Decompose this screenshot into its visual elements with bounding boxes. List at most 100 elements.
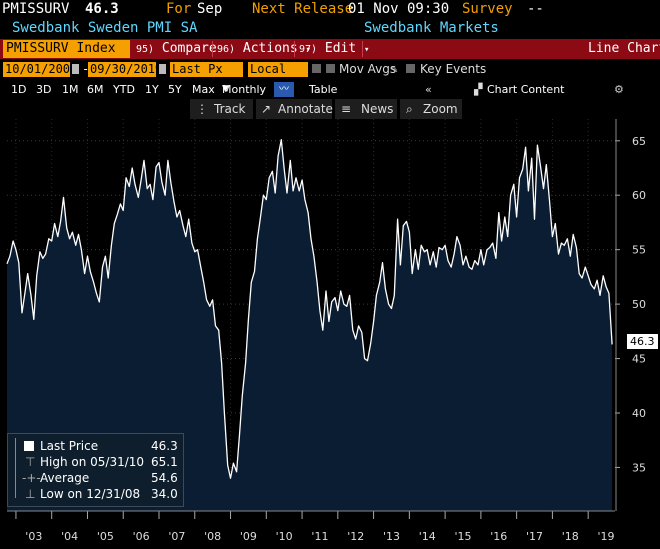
x-tick-label: '03 xyxy=(25,530,42,543)
x-tick-label: '10 xyxy=(276,530,293,543)
security-field[interactable]: PMISSURV Index xyxy=(3,40,130,58)
range-1y[interactable]: 1Y xyxy=(145,83,159,96)
pencil-icon[interactable]: ✎ xyxy=(391,63,398,76)
low-marker-icon: ⊥ xyxy=(25,487,36,501)
legend-low: ⊥ Low on 12/31/08 34.0 xyxy=(25,487,178,501)
security-header: PMISSURV 46.3 For Sep Next Release 01 No… xyxy=(0,0,660,18)
security-description-row: Swedbank Sweden PMI SA Swedbank Markets xyxy=(0,19,660,37)
y-tick-label: 50 xyxy=(632,298,646,311)
x-tick-label: '09 xyxy=(240,530,257,543)
y-tick-label: 35 xyxy=(632,461,646,474)
date-separator: - xyxy=(82,62,90,76)
legend-bracket xyxy=(15,438,16,498)
x-tick-label: '16 xyxy=(490,530,507,543)
survey-value: -- xyxy=(527,1,544,17)
legend-average: -+- Average 54.6 xyxy=(22,471,178,485)
next-release-value: 01 Nov 09:30 xyxy=(348,1,450,17)
x-tick-label: '18 xyxy=(562,530,579,543)
x-tick-label: '07 xyxy=(168,530,185,543)
x-axis: '03 '04 '05 '06 '07 '08 '09 '10 '11 '12 '13 '14 '15 '… xyxy=(7,510,615,543)
line-chart-icon[interactable]: 〰 xyxy=(274,82,294,97)
range-1m[interactable]: 1M xyxy=(62,83,79,96)
period-dropdown-icon: ▼ xyxy=(222,84,229,94)
security-description: Swedbank Sweden PMI SA xyxy=(12,20,198,36)
collapse-icon[interactable]: « xyxy=(425,83,432,96)
y-tick-label: 65 xyxy=(632,135,646,148)
y-tick-label: 40 xyxy=(632,407,646,420)
actions-button[interactable]: 96) Actions ▾ xyxy=(217,41,311,56)
range-3d[interactable]: 3D xyxy=(36,83,52,96)
y-tick-label: 45 xyxy=(632,353,646,366)
x-tick-label: '15 xyxy=(454,530,471,543)
chart-tools-row: ⋮ Track ↗ Annotate ≡ News ⌕ Zoom xyxy=(0,99,660,119)
range-5y[interactable]: 5Y xyxy=(168,83,182,96)
survey-label: Survey xyxy=(462,1,513,17)
legend-last-price: Last Price 46.3 xyxy=(8,438,183,454)
ticker-symbol: PMISSURV xyxy=(2,1,70,17)
start-calendar-icon[interactable] xyxy=(72,64,79,74)
range-6m[interactable]: 6M xyxy=(87,83,104,96)
zoom-button[interactable]: ⌕ Zoom xyxy=(400,99,462,119)
track-icon: ⋮ xyxy=(196,102,208,116)
key-events-label: Key Events xyxy=(420,62,487,76)
chart-content-button[interactable]: Chart Content xyxy=(487,83,565,96)
series-line xyxy=(6,139,613,479)
news-icon: ≡ xyxy=(341,102,352,116)
actions-dropdown-icon: ▾ xyxy=(305,45,311,55)
chart-content-icon: ▞ xyxy=(474,83,483,96)
annotate-icon: ↗ xyxy=(261,102,272,116)
toolbar-divider xyxy=(212,41,213,57)
start-date-field[interactable]: 10/01/2002 xyxy=(3,62,78,77)
mov-avgs-checkbox[interactable] xyxy=(326,64,335,73)
chart-legend[interactable]: Last Price 46.3 ⊤ High on 05/31/10 65.1 … xyxy=(7,433,184,507)
x-tick-label: '08 xyxy=(204,530,221,543)
mov-avgs-label: Mov Avgs xyxy=(339,62,397,76)
x-tick-label: '05 xyxy=(97,530,114,543)
range-max[interactable]: Max xyxy=(192,83,215,96)
x-tick-label: '14 xyxy=(419,530,436,543)
compare-button[interactable]: 95) Compare xyxy=(136,41,217,56)
next-release-label: Next Release xyxy=(252,1,354,17)
series-area xyxy=(7,139,613,511)
for-period: Sep xyxy=(197,1,223,17)
range-ytd[interactable]: YTD xyxy=(113,83,135,96)
y-tick-label: 60 xyxy=(632,189,646,202)
annotate-button[interactable]: ↗ Annotate xyxy=(256,99,333,119)
zoom-icon: ⌕ xyxy=(406,102,413,116)
end-date-field[interactable]: 09/30/2019 xyxy=(88,62,163,77)
average-marker-icon: -+- xyxy=(22,471,41,485)
key-events-checkbox[interactable] xyxy=(406,64,415,73)
last-value: 46.3 xyxy=(85,1,119,17)
track-button[interactable]: ⋮ Track xyxy=(190,99,253,119)
for-label: For xyxy=(166,1,192,17)
x-tick-label: '19 xyxy=(598,530,615,543)
options-row: 10/01/2002 - 09/30/2019 Last Px Local CC… xyxy=(0,61,660,91)
range-row: 1D 3D 1M 6M YTD 1Y 5Y Max Monthly ▼ 〰 Ta… xyxy=(11,82,624,97)
table-button[interactable]: Table xyxy=(309,83,338,96)
field-selector[interactable]: Last Px xyxy=(170,62,243,77)
y-axis: 35 40 45 50 55 60 65 xyxy=(615,119,646,511)
chart-type-label[interactable]: Line Chart xyxy=(588,41,660,56)
settings-gear-icon[interactable]: ⚙ xyxy=(614,83,624,96)
toolbar-divider xyxy=(294,41,295,57)
edit-button[interactable]: 97) Edit ▾ xyxy=(299,41,370,56)
x-tick-label: '17 xyxy=(526,530,543,543)
data-source: Swedbank Markets xyxy=(364,20,499,36)
range-1d[interactable]: 1D xyxy=(11,83,27,96)
x-tick-label: '11 xyxy=(311,530,328,543)
x-tick-label: '13 xyxy=(383,530,400,543)
currency-dropdown-icon[interactable] xyxy=(312,64,321,73)
x-tick-label: '06 xyxy=(133,530,150,543)
edit-dropdown-icon: ▾ xyxy=(364,45,370,55)
toolbar-divider xyxy=(362,41,363,57)
x-tick-label: '12 xyxy=(347,530,364,543)
last-price-swatch xyxy=(24,441,34,451)
last-value-label: 46.3 xyxy=(627,334,658,349)
y-tick-label: 55 xyxy=(632,244,646,257)
news-button[interactable]: ≡ News xyxy=(335,99,397,119)
end-calendar-icon[interactable] xyxy=(159,64,166,74)
x-tick-label: '04 xyxy=(61,530,78,543)
currency-selector[interactable]: Local CCY xyxy=(248,62,308,91)
high-marker-icon: ⊤ xyxy=(25,455,36,469)
